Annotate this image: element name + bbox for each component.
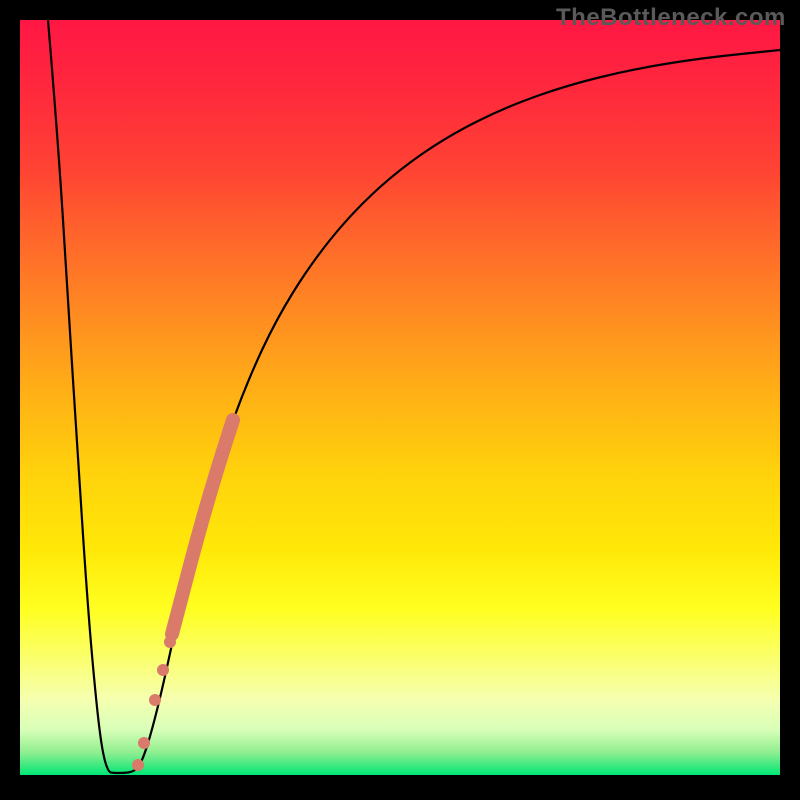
data-marker [149, 694, 161, 706]
data-marker [132, 759, 144, 771]
plot-overlay [20, 20, 780, 775]
data-marker [138, 737, 150, 749]
data-marker [157, 664, 169, 676]
marker-cluster-segment [172, 420, 233, 634]
plot-area [20, 20, 780, 775]
watermark-text: TheBottleneck.com [556, 4, 786, 32]
bottleneck-curve [48, 20, 780, 773]
data-marker [164, 636, 176, 648]
chart-canvas: TheBottleneck.com [0, 0, 800, 800]
